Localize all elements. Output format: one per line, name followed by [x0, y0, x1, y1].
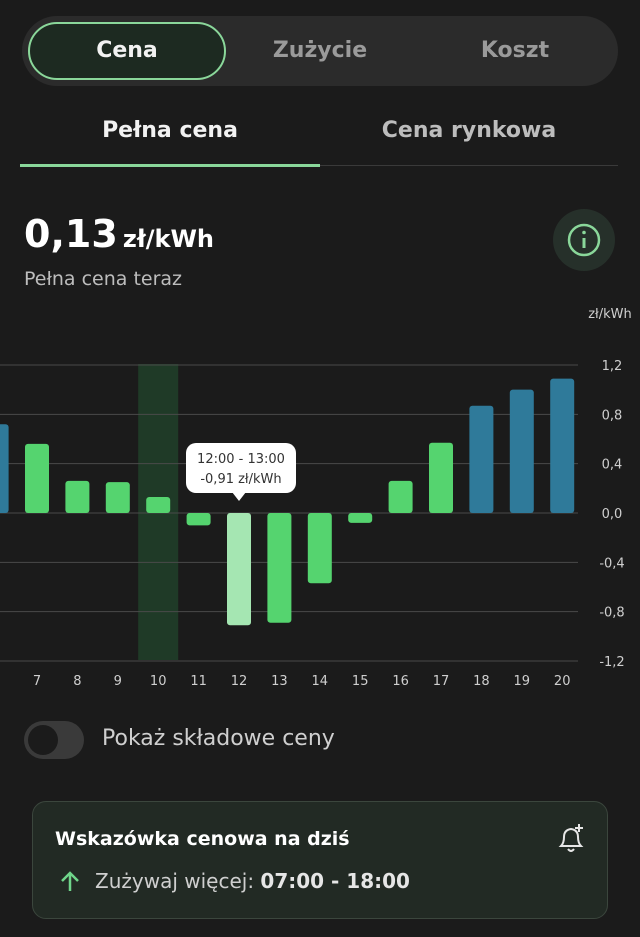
- bar: [0, 424, 9, 513]
- y-axis-unit: zł/kWh: [588, 307, 632, 322]
- tooltip-title: 12:00 - 13:00: [197, 452, 285, 467]
- tab[interactable]: Koszt: [480, 38, 550, 63]
- subtab[interactable]: Pełna cena: [102, 118, 238, 143]
- y-tick-label: 0,8: [602, 408, 623, 423]
- x-tick-label: 14: [312, 674, 329, 689]
- bar: [146, 496, 171, 513]
- toggle[interactable]: [24, 721, 84, 759]
- tab[interactable]: Cena: [28, 22, 226, 80]
- x-tick-label: 8: [73, 674, 81, 689]
- x-tick-label: 12: [231, 674, 248, 689]
- x-tick-label: 16: [392, 674, 409, 689]
- hint-time: 07:00 - 18:00: [260, 869, 410, 893]
- bar: [25, 443, 49, 513]
- price-caption: Pełna cena teraz: [24, 268, 183, 290]
- bar: [550, 378, 575, 513]
- x-tick-label: 11: [190, 674, 207, 689]
- tooltip: 12:00 - 13:00 -0,91 zł/kWh: [186, 443, 296, 501]
- bar: [429, 442, 453, 513]
- tab-bar: Cena Zużycie Koszt: [22, 16, 618, 86]
- bar: [509, 389, 534, 513]
- bar: [469, 405, 494, 513]
- tab[interactable]: Zużycie: [272, 38, 368, 63]
- bar: [348, 513, 373, 523]
- hint-title: Wskazówka cenowa na dziś: [55, 828, 350, 850]
- x-tick-label: 19: [514, 674, 531, 689]
- bell-icon[interactable]: [555, 822, 587, 856]
- x-tick-label: 9: [114, 674, 122, 689]
- subtab[interactable]: Cena rynkowa: [381, 118, 557, 143]
- x-tick-label: 15: [352, 674, 369, 689]
- x-tick-label: 7: [33, 674, 41, 689]
- hint-label: Zużywaj więcej:: [95, 869, 255, 893]
- y-tick-label: 0,0: [602, 507, 623, 522]
- hint-card: Wskazówka cenowa na dziś Zużywaj więcej:…: [32, 801, 608, 919]
- bar: [227, 513, 251, 626]
- bar: [105, 482, 130, 513]
- y-tick-label: 0,4: [602, 458, 623, 473]
- bar: [65, 480, 90, 513]
- toggle-knob: [28, 725, 58, 755]
- y-tick-label: -0,4: [599, 556, 624, 571]
- x-tick-label: 17: [433, 674, 450, 689]
- tooltip-pointer: [232, 492, 246, 501]
- tooltip-box: [186, 443, 296, 493]
- hint-text: Zużywaj więcej: 07:00 - 18:00: [95, 869, 410, 893]
- x-tick-label: 10: [150, 674, 167, 689]
- x-tick-label: 20: [554, 674, 571, 689]
- arrow-up-icon: [61, 871, 79, 891]
- bar: [307, 513, 332, 584]
- bar: [186, 513, 211, 526]
- toggle-label: Pokaż składowe ceny: [102, 726, 335, 751]
- chart: zł/kWh 1,2 0,8 0,4 0,0 -0,4 -0,8 -1,2 7 8 9 10 11 12…: [0, 307, 632, 689]
- current-price: 0,13 zł/kWh: [24, 212, 214, 256]
- x-tick-label: 18: [473, 674, 490, 689]
- x-tick-label: 13: [271, 674, 288, 689]
- tooltip-value: -0,91 zł/kWh: [200, 472, 281, 487]
- y-tick-label: -1,2: [599, 655, 624, 670]
- price-value: 0,13: [24, 212, 118, 256]
- price-unit: zł/kWh: [122, 225, 215, 253]
- subtab-indicator: [20, 164, 320, 167]
- y-tick-label: -0,8: [599, 606, 624, 621]
- y-tick-label: 1,2: [602, 359, 623, 374]
- bar: [388, 480, 413, 513]
- divider: [320, 165, 618, 166]
- bar: [267, 513, 292, 623]
- info-button[interactable]: [552, 208, 616, 272]
